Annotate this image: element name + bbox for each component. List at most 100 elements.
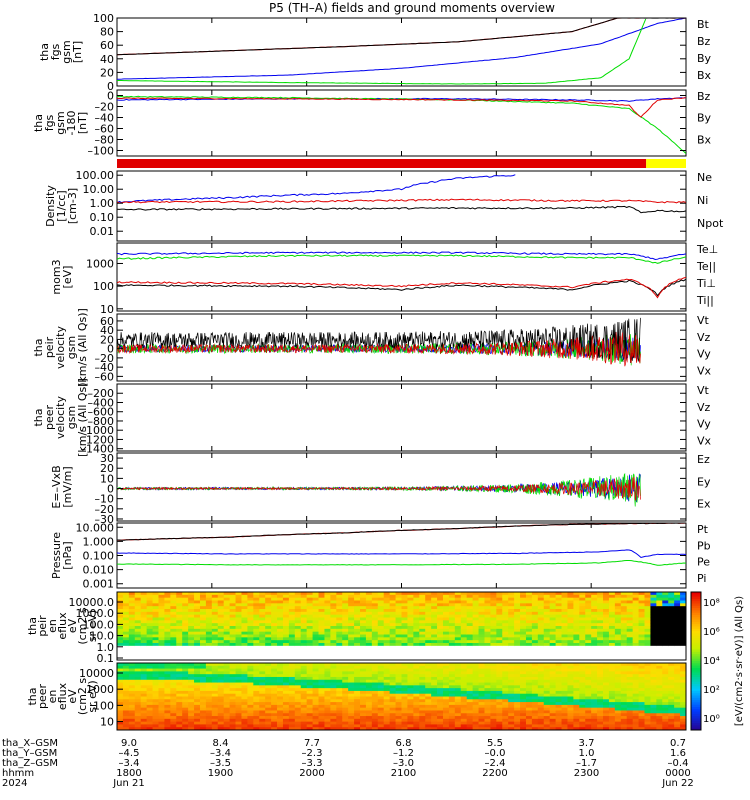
peir_eflux-cell xyxy=(265,637,272,641)
peir_eflux-cell xyxy=(401,631,408,635)
peir_eflux-cell xyxy=(253,614,260,618)
peer_eflux-cell xyxy=(205,707,213,711)
peir_eflux-cell xyxy=(188,611,195,616)
peir_eflux-cell xyxy=(158,597,165,601)
peer_eflux-cell xyxy=(656,685,663,689)
peer_eflux-cell xyxy=(342,682,349,686)
peer_eflux-cell xyxy=(117,682,124,686)
peer_eflux-cell xyxy=(537,718,545,723)
peer_eflux-cell xyxy=(377,676,385,681)
peir_eflux-cell xyxy=(176,623,183,627)
peer_eflux-cell xyxy=(620,685,628,689)
peir_eflux-cell xyxy=(490,640,497,644)
peir_eflux-cell xyxy=(158,648,165,652)
peir_eflux-cell xyxy=(466,592,474,596)
peir_eflux-cell xyxy=(164,654,171,658)
peir_eflux-cell xyxy=(117,603,124,607)
peer_eflux-cell xyxy=(229,704,236,709)
peer_eflux-cell xyxy=(306,674,313,678)
peir_eflux-cell xyxy=(668,634,675,638)
peir_eflux-cell xyxy=(318,628,325,633)
peer_eflux-cell xyxy=(543,718,551,723)
peir_eflux-cell xyxy=(377,617,385,621)
peer_eflux-cell xyxy=(413,693,420,697)
peer_eflux-cell xyxy=(176,696,183,700)
peir_eflux-cell xyxy=(597,594,604,599)
peir_eflux-cell xyxy=(282,597,290,601)
peer_eflux-cell xyxy=(277,718,284,723)
peir_eflux-cell xyxy=(632,617,639,621)
peer_eflux-cell xyxy=(158,688,165,692)
peer_eflux-cell xyxy=(247,702,254,706)
peir_eflux-cell xyxy=(437,648,444,652)
moms-legend-ti⊥: Ti⊥ xyxy=(696,277,716,290)
peer_eflux-cell xyxy=(342,668,349,672)
peir_eflux-cell xyxy=(128,640,136,644)
peer_eflux-cell xyxy=(188,663,195,667)
peir_eflux-cell xyxy=(472,654,479,658)
peer_eflux-cell xyxy=(437,724,444,728)
peir_eflux-cell xyxy=(318,634,325,638)
peer_eflux-cell xyxy=(431,674,438,678)
peer_eflux-cell xyxy=(371,671,379,675)
peir_eflux-cell xyxy=(555,623,562,627)
peer_eflux-cell xyxy=(401,710,408,714)
peir_eflux-cell xyxy=(176,611,183,616)
peir_eflux-cell xyxy=(520,648,527,652)
peir_eflux-cell xyxy=(211,606,219,610)
peer_eflux-cell xyxy=(117,693,124,697)
peir_eflux-cell xyxy=(365,640,373,644)
peer_eflux-cell xyxy=(508,716,515,720)
peir_eflux-cell xyxy=(140,657,148,661)
peir_eflux-cell xyxy=(454,643,462,647)
peer_eflux-cell xyxy=(271,702,278,706)
peer_vel-ytick-label: –1200 xyxy=(81,433,115,446)
peer_eflux-cell xyxy=(537,724,545,728)
peir_eflux-cell xyxy=(223,626,231,630)
peer_eflux-cell xyxy=(413,690,420,695)
peir_eflux-cell xyxy=(520,640,527,644)
peer_eflux-cell xyxy=(626,682,634,686)
peer_eflux-cell xyxy=(561,704,568,709)
peer_eflux-cell xyxy=(573,721,580,725)
peer_eflux-cell xyxy=(644,674,651,678)
peer_eflux-cell xyxy=(288,663,296,667)
peer_eflux-cell xyxy=(235,690,242,695)
peer_eflux-cell xyxy=(454,685,462,689)
peir_eflux-cell xyxy=(188,614,195,618)
peer_eflux-cell xyxy=(466,682,474,686)
peer_eflux-cell xyxy=(597,671,604,675)
peir_eflux-cell xyxy=(543,614,551,618)
density-ylabel: [1/cc] xyxy=(55,190,68,221)
peer_eflux-cell xyxy=(448,679,456,683)
peir_eflux-cell xyxy=(277,606,284,610)
peer_eflux-cell xyxy=(425,671,432,675)
peer_eflux-cell xyxy=(620,707,628,711)
moms-ytick-label: 10 xyxy=(100,303,114,316)
peer_eflux-cell xyxy=(614,688,622,692)
peer_eflux-cell xyxy=(170,679,177,683)
peir_eflux-cell xyxy=(656,626,663,630)
peer_eflux-cell xyxy=(484,682,491,686)
peer_eflux-cell xyxy=(360,718,367,723)
peir_eflux-cell xyxy=(146,640,153,644)
peir_eflux-cell xyxy=(383,620,391,624)
peer_eflux-cell xyxy=(650,676,657,681)
peer_eflux-cell xyxy=(531,668,539,672)
peir_eflux-cell xyxy=(662,651,669,655)
peir_eflux-cell xyxy=(205,637,213,641)
peir_eflux-cell xyxy=(342,597,349,601)
peir_eflux-cell xyxy=(531,611,539,616)
peir_eflux-cell xyxy=(502,628,509,633)
peer_eflux-cell xyxy=(419,727,426,731)
peer_eflux-cell xyxy=(680,663,687,667)
peir_eflux-cell xyxy=(644,603,651,607)
peir_eflux-cell xyxy=(324,603,331,607)
peir_eflux-cell xyxy=(579,617,586,621)
peer_eflux-cell xyxy=(348,707,355,711)
peer_eflux-cell xyxy=(253,713,260,717)
peer_eflux-cell xyxy=(312,690,319,695)
peir_eflux-cell xyxy=(294,654,302,658)
peer_eflux-cell xyxy=(567,704,574,709)
peer_eflux-cell xyxy=(520,696,527,700)
